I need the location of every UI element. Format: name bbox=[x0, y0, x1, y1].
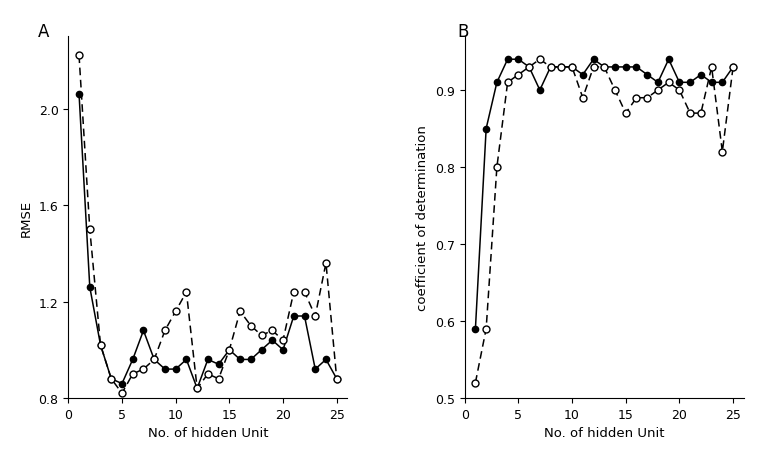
Text: A: A bbox=[38, 23, 49, 41]
Y-axis label: RMSE: RMSE bbox=[20, 199, 33, 236]
X-axis label: No. of hidden Unit: No. of hidden Unit bbox=[148, 426, 268, 439]
X-axis label: No. of hidden Unit: No. of hidden Unit bbox=[544, 426, 664, 439]
Y-axis label: coefficient of determination: coefficient of determination bbox=[417, 125, 430, 310]
Text: B: B bbox=[457, 23, 468, 41]
